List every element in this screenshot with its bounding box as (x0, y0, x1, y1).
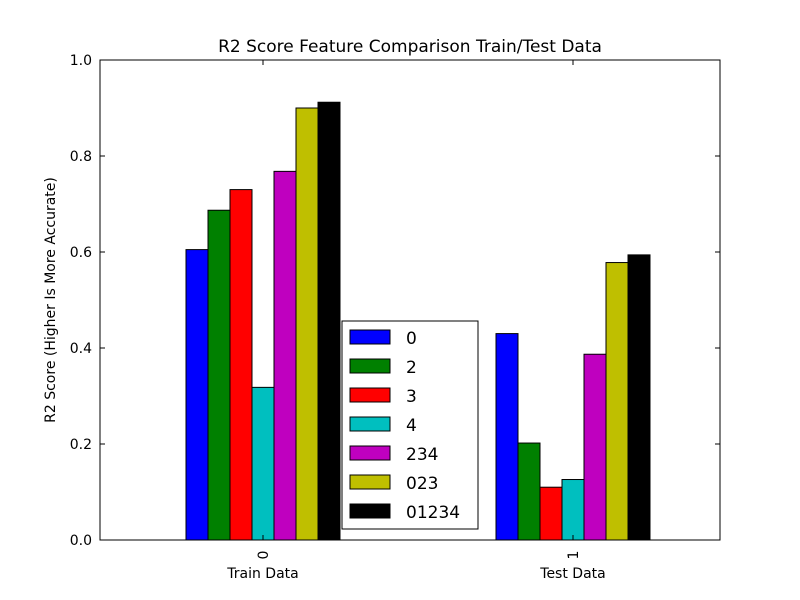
legend-swatch (349, 445, 391, 461)
x-tick-label: 1 (566, 551, 582, 560)
y-axis-label: R2 Score (Higher Is More Accurate) (43, 177, 59, 423)
bar-series-023-cat-0 (295, 107, 319, 541)
bar-series-3-cat-1 (539, 486, 563, 541)
legend-swatch (349, 329, 391, 345)
legend-label: 4 (406, 416, 417, 436)
bar-series-2-cat-0 (207, 209, 231, 541)
bar-series-01234-cat-0 (317, 101, 341, 541)
y-tick-label: 0.2 (70, 437, 92, 453)
bar-series-0-cat-0 (185, 249, 209, 541)
legend-label: 01234 (406, 503, 460, 523)
legend-swatch (349, 416, 391, 432)
bar-series-0-cat-1 (495, 333, 519, 541)
bar-series-234-cat-0 (273, 170, 297, 541)
chart-title: R2 Score Feature Comparison Train/Test D… (218, 37, 602, 57)
legend-label: 2 (406, 358, 417, 378)
y-tick-label: 0.0 (70, 533, 92, 549)
legend-label: 234 (406, 445, 438, 465)
legend-label: 3 (406, 387, 417, 407)
bar-series-2-cat-1 (517, 442, 541, 541)
bar-series-023-cat-1 (605, 262, 629, 541)
x-category-label: Train Data (226, 566, 298, 582)
bar-series-3-cat-0 (229, 189, 253, 541)
ticks-layer: 0.0 0.2 0.4 0.6 0.8 1.0 0 Train Data 1 Test Data (70, 53, 720, 582)
bar-series-01234-cat-1 (627, 254, 651, 541)
legend-label: 023 (406, 474, 438, 494)
y-tick-label: 0.6 (70, 245, 92, 261)
legend-swatch (349, 358, 391, 374)
y-tick-label: 0.4 (70, 341, 92, 357)
bar-series-4-cat-0 (251, 386, 275, 541)
plot-frame (99, 59, 721, 541)
legend-swatch (349, 474, 391, 490)
legend-label: 0 (406, 329, 417, 349)
legend-swatch (349, 387, 391, 403)
x-category-label: Test Data (539, 566, 605, 582)
x-tick-label: 0 (256, 551, 272, 560)
bar-series-4-cat-1 (561, 479, 585, 541)
legend-swatch (349, 503, 391, 519)
bar-series-234-cat-1 (583, 353, 607, 541)
y-tick-label: 0.8 (70, 149, 92, 165)
y-tick-label: 1.0 (70, 53, 92, 69)
